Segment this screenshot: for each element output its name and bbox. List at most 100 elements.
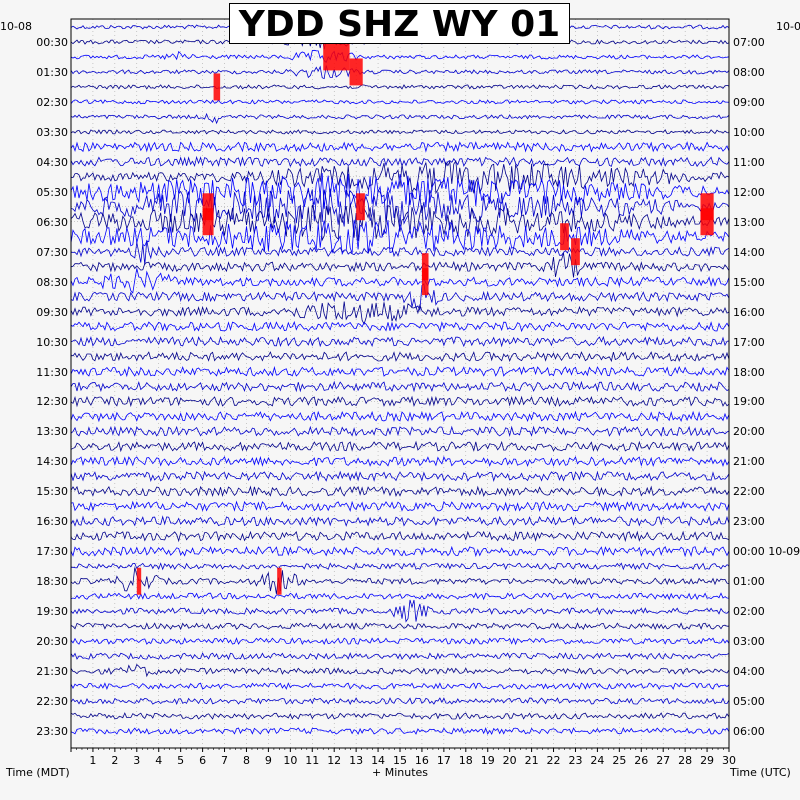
trace-line [70,622,729,631]
trace-line [70,203,730,242]
x-tick-label: 26 [634,754,648,767]
trace-line [70,301,730,326]
clipped-segment [202,208,214,236]
left-time-label: 02:30 [36,95,68,109]
x-tick-label: 23 [568,754,582,767]
clipped-segment [356,193,365,221]
clipped-segment [421,268,429,296]
trace-line [70,663,730,678]
right-time-label: 15:00 [733,275,765,289]
trace-line [70,500,730,513]
x-tick-label: 16 [415,754,429,767]
trace-line [70,49,730,63]
trace-line [70,567,730,595]
left-time-label: 01:30 [36,65,68,79]
trace-line [70,141,730,153]
chart-title: YDD SHZ WY 01 [229,3,570,45]
trace-line [70,652,730,661]
trace-line [70,697,730,705]
trace-line [70,380,730,393]
trace-line [70,410,730,423]
trace-line [70,351,730,363]
left-time-label: 00:30 [36,35,68,49]
right-time-label: 04:00 [733,665,765,679]
trace-line [70,268,730,294]
trace-line [70,129,730,135]
right-axis-title: Time (UTC) [730,766,791,779]
left-time-label: 11:30 [36,365,68,379]
trace-line [70,84,730,90]
right-time-label: 22:00 [733,485,765,499]
trace-line [70,562,730,571]
trace-line [70,592,730,601]
right-time-label: 01:00 [733,575,765,589]
x-tick-label: 29 [700,754,714,767]
clipped-segment [571,238,580,266]
x-tick-label: 8 [243,754,250,767]
trace-line [70,155,730,168]
left-time-label: 20:30 [36,635,68,649]
x-axis-ticks: 1 2 3 4 5 6 7 8 9 10 11 12 13 14 15 16 17 18 19 20 21 22 23 24 2… [70,748,736,767]
trace-line [71,239,730,265]
right-time-label: 09:00 [733,95,765,109]
x-tick-label: 2 [111,754,118,767]
right-time-label: 13:00 [733,215,765,229]
left-time-label: 03:30 [36,125,68,139]
trace-line [70,365,730,378]
trace-line [70,515,730,527]
x-tick-label: 11 [305,754,319,767]
trace-line [70,599,730,623]
trace-line [70,172,730,209]
x-tick-label: 1 [89,754,96,767]
clipped-segment [421,253,429,281]
left-time-label: 13:30 [36,425,68,439]
right-time-label: 08:00 [733,65,765,79]
left-time-label: 15:30 [36,485,68,499]
x-tick-label: 28 [678,754,692,767]
x-tick-label: 27 [656,754,670,767]
x-tick-label: 6 [199,754,206,767]
trace-line [70,159,730,195]
trace-line [70,252,730,278]
right-time-label: 00:00 10-09 [733,545,800,559]
right-time-label: 03:00 [733,635,765,649]
x-tick-label: 10 [283,754,297,767]
right-time-label: 18:00 [733,365,765,379]
x-tick-label: 25 [612,754,626,767]
trace-line [70,455,730,468]
left-time-label: 07:30 [36,245,68,259]
right-time-label: 11:00 [733,155,765,169]
clipped-segment [202,193,214,221]
right-time-label: 16:00 [733,305,765,319]
x-tick-label: 30 [722,754,736,767]
clipped-segment [560,223,569,251]
trace-line [70,425,730,438]
left-time-label: 04:30 [36,155,68,169]
left-axis-title: Time (MDT) [6,766,70,779]
trace-line [70,283,730,312]
x-tick-label: 19 [481,754,495,767]
clipped-segment [323,43,350,71]
left-time-label: 16:30 [36,515,68,529]
right-time-label: 12:00 [733,185,765,199]
left-time-label: 08:30 [36,275,68,289]
right-time-label: 02:00 [733,605,765,619]
left-date-label: 10-08 [0,20,32,33]
x-axis-title: + Minutes [372,766,429,779]
trace-line [70,727,730,735]
clipped-segment [277,567,282,595]
trace-line [70,320,730,333]
x-tick-label: 3 [133,754,140,767]
left-time-label: 06:30 [36,215,68,229]
x-tick-label: 22 [547,754,561,767]
right-time-label: 21:00 [733,455,765,469]
left-time-label: 12:30 [36,395,68,409]
trace-line [70,712,730,720]
trace-line [70,219,730,256]
left-time-label: 19:30 [36,605,68,619]
trace-line [70,682,730,691]
right-time-label: 06:00 [733,725,765,739]
x-tick-label: 4 [155,754,162,767]
left-time-label: 21:30 [36,665,68,679]
trace-line [70,470,730,483]
